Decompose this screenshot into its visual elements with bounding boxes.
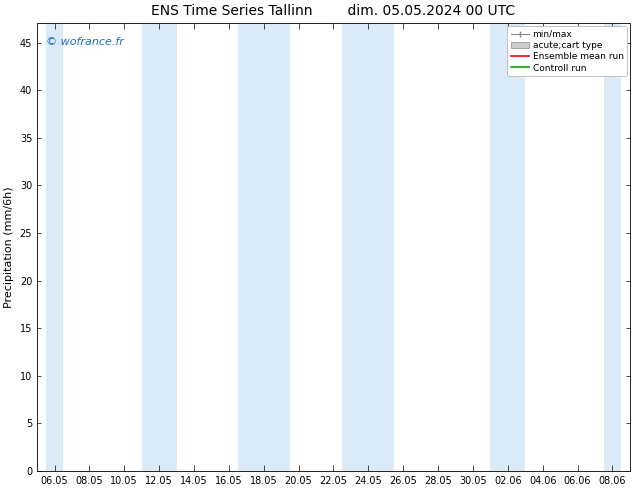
Title: ENS Time Series Tallinn        dim. 05.05.2024 00 UTC: ENS Time Series Tallinn dim. 05.05.2024 … [152, 4, 515, 18]
Bar [490, 24, 525, 471]
Bar [342, 24, 394, 471]
Text: © wofrance.fr: © wofrance.fr [46, 37, 124, 47]
Bar [46, 24, 63, 471]
Bar [141, 24, 176, 471]
Bar [604, 24, 621, 471]
Bar [238, 24, 290, 471]
Legend: min/max, acute;cart type, Ensemble mean run, Controll run: min/max, acute;cart type, Ensemble mean … [507, 26, 627, 76]
Y-axis label: Precipitation (mm/6h): Precipitation (mm/6h) [4, 186, 14, 308]
